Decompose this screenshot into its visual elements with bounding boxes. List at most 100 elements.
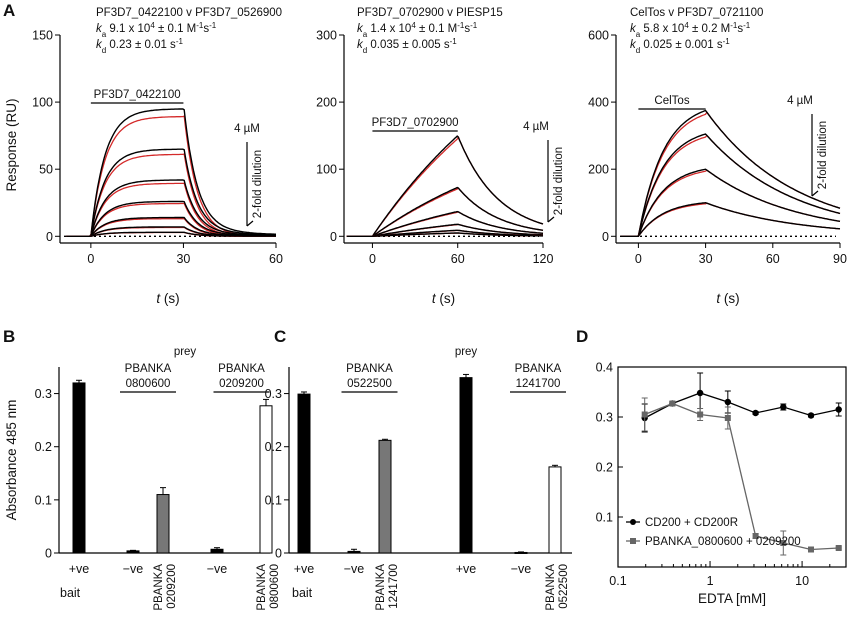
panel-label-d: D <box>576 327 588 346</box>
group-label: 1241700 <box>516 378 561 390</box>
y-tick-label: 0.1 <box>596 511 613 525</box>
x-tick-label: 30 <box>176 252 190 266</box>
x-tick-label: 10 <box>795 574 809 588</box>
dilution-label: 2-fold dilution <box>553 147 565 215</box>
x-tick-label: 30 <box>699 252 713 266</box>
y-tick-label: 600 <box>588 29 609 43</box>
group-label: PBANKA <box>515 363 562 375</box>
series-line <box>644 402 839 551</box>
bar-label: +ve <box>456 562 477 576</box>
sensorgram-curve <box>620 201 841 237</box>
bar-label: −ve <box>511 562 532 576</box>
y-tick-label: 200 <box>316 96 337 110</box>
analyte-label: PF3D7_0422100 <box>94 89 181 101</box>
y-tick-label: 0 <box>46 230 53 244</box>
y-tick-label: 150 <box>32 29 53 43</box>
sensorgram-curve <box>620 168 841 237</box>
legend-label: CD200 + CD200R <box>645 517 738 529</box>
spr-panel-3: 0 200 400 600 0 30 60 90 t (s) CelTos v PF3D7_072… <box>588 7 847 306</box>
data-point <box>780 540 787 546</box>
elisa-panel-c: 0 0.1 0.2 0.3 +ve −ve PBANKA 1241700 PBANKA 05225… <box>265 346 572 611</box>
elisa-y-axis-label: Absorbance 485 nm <box>4 400 19 521</box>
x-axis-label: EDTA [mM] <box>698 591 766 606</box>
bar <box>297 393 311 554</box>
y-tick-label: 0.2 <box>35 440 52 454</box>
legend-marker <box>630 538 636 544</box>
x-tick-label: 60 <box>451 252 465 266</box>
x-tick-label: 60 <box>269 252 283 266</box>
y-tick-label: 0.2 <box>265 440 282 454</box>
bar <box>126 550 140 554</box>
data-point <box>808 546 815 553</box>
group-label: PBANKA <box>346 363 393 375</box>
kd-value: kd 0.23 ± 0.01 s-1 <box>96 37 183 55</box>
x-tick-label: 0 <box>635 252 642 266</box>
concentration-label: 4 µM <box>523 121 549 133</box>
bait-label: bait <box>292 586 313 600</box>
sensorgram-curve <box>620 133 841 237</box>
kd-value: kd 0.035 ± 0.005 s-1 <box>357 37 457 55</box>
y-tick-label: 0.4 <box>596 361 613 375</box>
fit-curve <box>346 135 544 237</box>
data-point <box>724 398 732 406</box>
y-tick-label: 0.1 <box>265 493 282 507</box>
prey-label: prey <box>174 346 197 358</box>
bar-label: +ve <box>69 562 90 576</box>
bait-label: bait <box>60 586 81 600</box>
y-tick-label: 400 <box>588 96 609 110</box>
bar-label: PBANKA <box>545 564 557 611</box>
group-label: 0522500 <box>347 378 392 390</box>
bar <box>347 550 361 554</box>
prey-label: prey <box>455 346 478 358</box>
group-label: 0209200 <box>219 378 264 390</box>
fit-curve <box>66 202 276 237</box>
y-tick-label: 0.3 <box>265 387 282 401</box>
bar-label: PBANKA <box>153 564 165 611</box>
data-point <box>835 406 842 413</box>
legend-marker <box>630 519 636 525</box>
panel-label-c: C <box>274 327 286 346</box>
sensorgram-curve <box>620 109 841 237</box>
y-tick-label: 0.2 <box>596 461 613 475</box>
x-tick-label: 1 <box>707 574 714 588</box>
bar <box>459 377 473 554</box>
x-axis-label: t (s) <box>156 291 179 306</box>
x-axis-label: t (s) <box>432 291 455 306</box>
group-label: 0800600 <box>126 378 171 390</box>
dilution-arrow-head <box>811 190 819 197</box>
x-tick-label: 0 <box>87 252 94 266</box>
analyte-label: CelTos <box>654 95 689 107</box>
data-point <box>835 545 842 551</box>
x-tick-label: 60 <box>766 252 780 266</box>
bar <box>548 466 562 554</box>
y-tick-label: 200 <box>588 163 609 177</box>
data-point <box>724 415 731 421</box>
edta-panel-d: 0.1 0.2 0.3 0.4 0.1 1 10 EDTA [mM] CD200 + CD200… <box>596 361 847 606</box>
y-tick-label: 0 <box>275 547 282 561</box>
concentration-label: 4 µM <box>234 123 260 135</box>
y-tick-label: 0 <box>330 230 337 244</box>
spr-panel-1: 0 50 100 150 0 30 60 t (s) PF3D7_0422100 v PF3D7… <box>32 7 283 306</box>
x-tick-label: 0 <box>369 252 376 266</box>
sensorgram-curve <box>346 210 544 237</box>
ka-value: ka 5.8 x 104 ± 0.2 M-1s-1 <box>630 21 751 39</box>
sensorgram-curve <box>66 179 276 237</box>
data-point <box>780 403 787 411</box>
bar-label: −ve <box>344 562 365 576</box>
x-tick-label: 120 <box>533 252 554 266</box>
group-label: PBANKA <box>218 363 265 375</box>
panel-title: CelTos v PF3D7_0721100 <box>630 7 763 19</box>
y-tick-label: 0.1 <box>35 493 52 507</box>
data-point <box>696 389 704 397</box>
x-axis-label: t (s) <box>716 291 739 306</box>
dilution-arrow-head <box>246 220 254 227</box>
dilution-label: 2-fold dilution <box>252 150 264 218</box>
y-tick-label: 300 <box>316 29 337 43</box>
data-point <box>669 400 676 407</box>
x-tick-label: 0.1 <box>609 574 626 588</box>
fit-curve <box>346 187 544 237</box>
legend-label: PBANKA_0800600 + 0209200 <box>645 536 801 548</box>
elisa-panel-b: 00.10.20.3+ve −ve PBANKA 0209200PBANKA08006… <box>35 346 281 611</box>
bar-label: +ve <box>294 562 315 576</box>
